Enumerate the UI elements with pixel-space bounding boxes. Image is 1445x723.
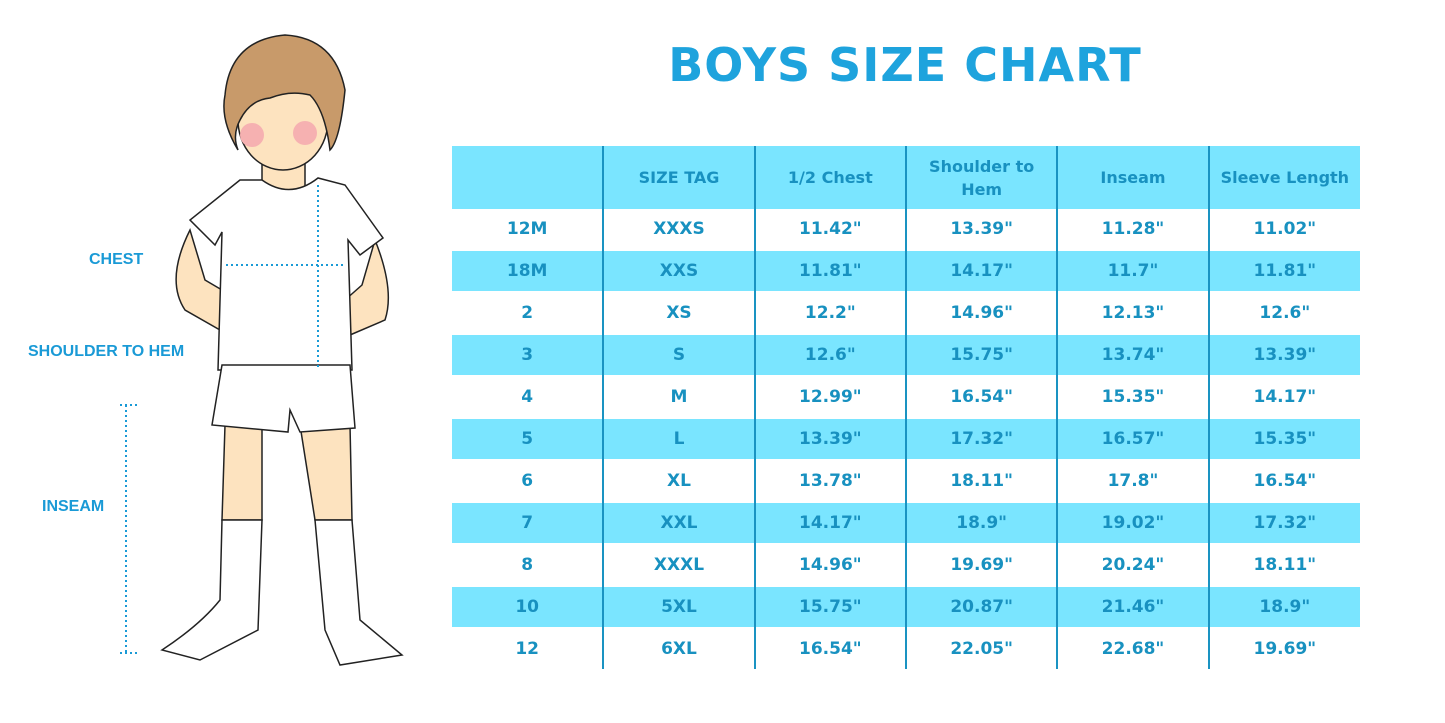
table-row: 18M XXS 11.81" 14.17" 11.7" 11.81"	[452, 250, 1360, 292]
table-row: 12 6XL 16.54" 22.05" 22.68" 19.69"	[452, 628, 1360, 669]
table-row: 5 L 13.39" 17.32" 16.57" 15.35"	[452, 418, 1360, 460]
size-tag-cell: XXL	[602, 502, 755, 544]
table-row: 2 XS 12.2" 14.96" 12.13" 12.6"	[452, 292, 1360, 334]
size-tag-cell: XXS	[602, 250, 755, 292]
shoulder-to-hem-label: SHOULDER TO HEM	[28, 343, 185, 360]
table-row: 8 XXXL 14.96" 19.69" 20.24" 18.11"	[452, 544, 1360, 586]
age-cell: 5	[452, 418, 604, 460]
age-cell: 7	[452, 502, 604, 544]
size-tag-cell: 6XL	[602, 628, 755, 669]
inseam-label: INSEAM	[42, 498, 105, 515]
age-cell: 18M	[452, 250, 604, 292]
measurement-cell: 14.96"	[753, 544, 906, 586]
measurement-cell: 19.69"	[904, 544, 1058, 586]
age-cell: 8	[521, 555, 534, 575]
measurement-cell: 11.42"	[753, 209, 906, 250]
measurement-cell: 22.05"	[904, 628, 1058, 669]
measurement-cell: 16.54"	[1207, 460, 1360, 502]
size-tag-cell: XXXS	[602, 209, 755, 250]
measurement-cell: 11.02"	[1207, 209, 1360, 250]
size-tag-cell: L	[602, 418, 755, 460]
measurement-cell: 18.9"	[1207, 586, 1360, 628]
age-cell: 12	[515, 639, 539, 659]
table-row: 4 M 12.99" 16.54" 15.35" 14.17"	[452, 376, 1360, 418]
measurement-cell: 14.17"	[1207, 376, 1360, 418]
size-table: SIZE TAG 1/2 Chest Shoulder to Hem Inseam Sl…	[452, 146, 1360, 669]
measurement-cell: 16.54"	[753, 628, 906, 669]
measurement-cell: 12.6"	[753, 334, 906, 376]
measurement-cell: 16.57"	[1056, 418, 1209, 460]
measurement-cell: 15.75"	[753, 586, 906, 628]
measurement-cell: 11.81"	[753, 250, 906, 292]
measurement-cell: 11.81"	[1207, 250, 1360, 292]
column-header: Shoulder to Hem	[904, 146, 1058, 209]
measurement-cell: 12.13"	[1056, 292, 1209, 334]
column-header: Inseam	[1056, 146, 1209, 209]
measurement-cell: 16.54"	[904, 376, 1058, 418]
table-row: 3 S 12.6" 15.75" 13.74" 13.39"	[452, 334, 1360, 376]
boy-measurement-illustration	[120, 34, 404, 666]
measurement-cell: 20.87"	[904, 586, 1058, 628]
age-cell: 12M	[506, 219, 548, 239]
size-tag-cell: 5XL	[602, 586, 755, 628]
measurement-cell: 14.17"	[753, 502, 906, 544]
measurement-cell: 21.46"	[1056, 586, 1209, 628]
column-header: SIZE TAG	[602, 146, 755, 209]
measurement-cell: 18.11"	[904, 460, 1058, 502]
size-tag-cell: XL	[602, 460, 755, 502]
age-cell: 3	[452, 334, 604, 376]
measurement-cell: 14.96"	[904, 292, 1058, 334]
table-row: 6 XL 13.78" 18.11" 17.8" 16.54"	[452, 460, 1360, 502]
measurement-cell: 11.7"	[1056, 250, 1209, 292]
age-cell: 10	[452, 586, 604, 628]
measurement-cell: 19.02"	[1056, 502, 1209, 544]
measurement-cell: 18.11"	[1207, 544, 1360, 586]
column-header: Sleeve Length	[1207, 146, 1360, 209]
measurement-cell: 13.39"	[1207, 334, 1360, 376]
table-row: 7 XXL 14.17" 18.9" 19.02" 17.32"	[452, 502, 1360, 544]
measurement-cell: 22.68"	[1056, 628, 1209, 669]
measurement-cell: 17.32"	[1207, 502, 1360, 544]
table-row: 12M XXXS 11.42" 13.39" 11.28" 11.02"	[452, 209, 1360, 250]
chest-label: CHEST	[89, 251, 144, 268]
measurement-cell: 15.35"	[1207, 418, 1360, 460]
measurement-cell: 13.78"	[753, 460, 906, 502]
measurement-cell: 12.6"	[1207, 292, 1360, 334]
size-tag-cell: S	[602, 334, 755, 376]
header-row: SIZE TAG 1/2 Chest Shoulder to Hem Inseam Sl…	[452, 146, 1360, 209]
measurement-cell: 12.2"	[753, 292, 906, 334]
measurement-cell: 12.99"	[753, 376, 906, 418]
measurement-cell: 13.74"	[1056, 334, 1209, 376]
column-header: 1/2 Chest	[753, 146, 906, 209]
measurement-cell: 19.69"	[1207, 628, 1360, 669]
measurement-cell: 20.24"	[1056, 544, 1209, 586]
column-header	[452, 146, 604, 209]
measurement-cell: 15.75"	[904, 334, 1058, 376]
table-row: 10 5XL 15.75" 20.87" 21.46" 18.9"	[452, 586, 1360, 628]
measurement-cell: 18.9"	[904, 502, 1058, 544]
measurement-cell: 17.32"	[904, 418, 1058, 460]
age-cell: 6	[521, 471, 534, 491]
size-tag-cell: XS	[602, 292, 755, 334]
chart-title: BOYS SIZE CHART	[668, 38, 1142, 92]
measurement-cell: 14.17"	[904, 250, 1058, 292]
measurement-cell: 13.39"	[753, 418, 906, 460]
measurement-cell: 17.8"	[1056, 460, 1209, 502]
age-cell: 4	[521, 387, 534, 407]
size-tag-cell: M	[602, 376, 755, 418]
measurement-cell: 15.35"	[1056, 376, 1209, 418]
measurement-cell: 13.39"	[904, 209, 1058, 250]
measurement-cell: 11.28"	[1056, 209, 1209, 250]
size-tag-cell: XXXL	[602, 544, 755, 586]
age-cell: 2	[521, 303, 534, 323]
